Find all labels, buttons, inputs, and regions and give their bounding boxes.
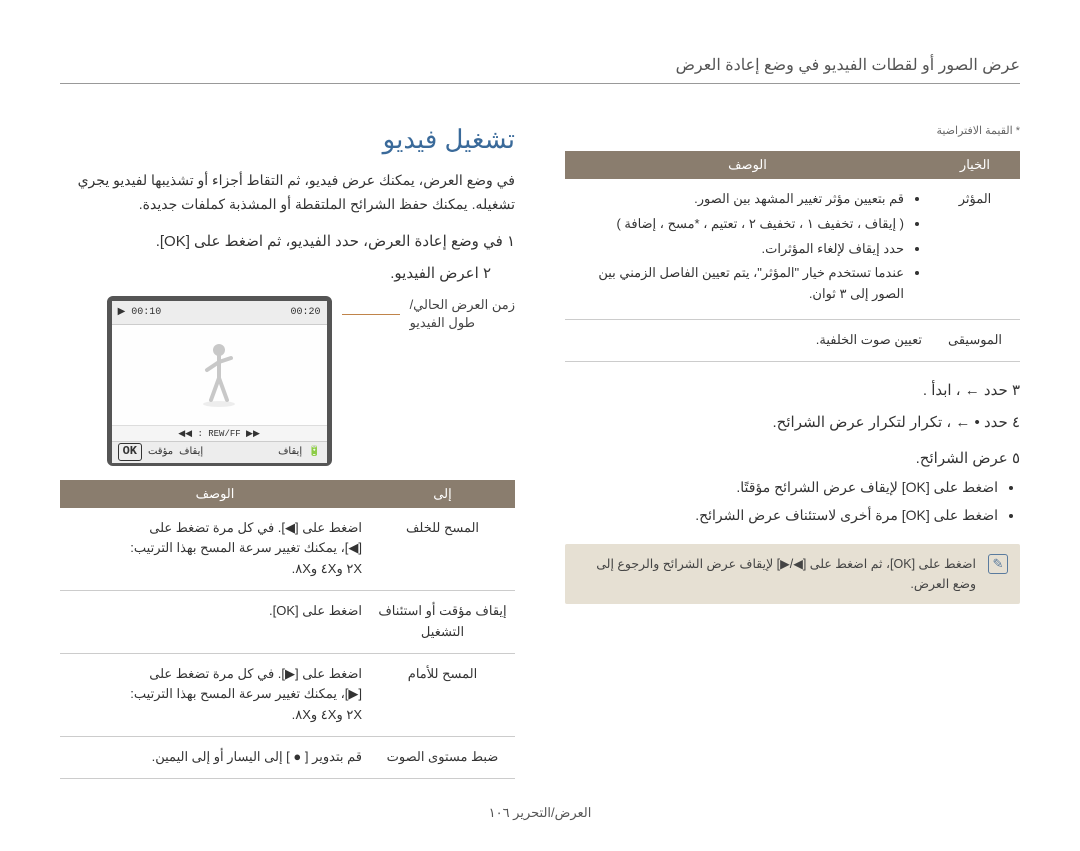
camera-label-1: زمن العرض الحالي/ — [410, 296, 515, 314]
dancer-icon — [199, 340, 239, 410]
ctrl-desc: اضغط على [◀]. في كل مرة تضغط على[◀]، يمك… — [60, 508, 370, 591]
ok-icon: OK — [118, 443, 142, 461]
ctrl-desc: قم بتدوير [ ● ] إلى اليسار أو إلى اليمين… — [60, 736, 370, 778]
ctrl-desc: اضغط على [OK]. — [60, 590, 370, 653]
play-icon: ▶ 00:10 — [118, 306, 162, 318]
opt-key: الموسيقى — [930, 319, 1020, 361]
controls-table: إلى الوصف المسح للخلفاضغط على [◀]. في كل… — [60, 480, 515, 779]
slide-bullet: اضغط على [OK] مرة أخرى لاستئناف عرض الشر… — [565, 503, 998, 528]
pointer-line — [342, 314, 400, 315]
slide-heading: ٥ عرض الشرائح. — [565, 449, 1020, 467]
camera-label-2: طول الفيديو — [410, 314, 475, 332]
step-4: ٤ حدد • ← ، تكرار لتكرار عرض الشرائح. — [565, 412, 1020, 435]
note-icon: ✎ — [988, 554, 1008, 574]
ctrl-key: إيقاف مؤقت أو استئناف التشغيل — [370, 590, 515, 653]
opt-header-desc: الوصف — [565, 151, 930, 179]
ctrl-header-key: إلى — [370, 480, 515, 508]
default-note: * القيمة الافتراضية — [565, 124, 1020, 137]
slide-bullet: اضغط على [OK] لإيقاف عرض الشرائح مؤقتًا. — [565, 475, 998, 500]
page-footer: العرض/التحرير ١٠٦ — [60, 805, 1020, 821]
opt-key: المؤثر — [930, 179, 1020, 319]
right-column: * القيمة الافتراضية الخيار الوصف المؤثرق… — [565, 124, 1020, 779]
opt-header-key: الخيار — [930, 151, 1020, 179]
step-1: ١ في وضع إعادة العرض، حدد الفيديو، ثم اض… — [60, 231, 515, 254]
time-right: 00:20 — [291, 307, 321, 318]
opt-desc: تعيين صوت الخلفية. — [565, 319, 930, 361]
ctrl-header-desc: الوصف — [60, 480, 370, 508]
page-header: عرض الصور أو لقطات الفيديو في وضع إعادة … — [60, 55, 1020, 84]
camera-screen: ▶ 00:10 00:20 ◀◀ : REW/FF ▶▶ OK إيقاف مؤ… — [107, 296, 332, 466]
note-text: اضغط على [OK]، ثم اضغط على [◀/▶] لإيقاف … — [577, 554, 976, 594]
video-title: تشغيل فيديو — [60, 124, 515, 155]
ctrl-key: المسح للأمام — [370, 653, 515, 736]
left-column: تشغيل فيديو في وضع العرض، يمكنك عرض فيدي… — [60, 124, 515, 779]
video-intro: في وضع العرض، يمكنك عرض فيديو، ثم التقاط… — [60, 169, 515, 217]
ctrl-desc: اضغط على [▶]. في كل مرة تضغط على[▶]، يمك… — [60, 653, 370, 736]
camera-preview-row: زمن العرض الحالي/ طول الفيديو ▶ 00:10 00… — [60, 296, 515, 466]
ctrl-key: المسح للخلف — [370, 508, 515, 591]
step-2: ٢ اعرض الفيديو. — [60, 263, 515, 286]
stop-label: إيقاف 🔋 — [278, 446, 321, 458]
opt-desc: قم بتعيين مؤثر تغيير المشهد بين الصور.( … — [565, 179, 930, 319]
slide-bullets: اضغط على [OK] لإيقاف عرض الشرائح مؤقتًا.… — [565, 475, 1020, 528]
note-box: ✎ اضغط على [OK]، ثم اضغط على [◀/▶] لإيقا… — [565, 544, 1020, 604]
step-3: ٣ حدد ← ، ابدأ . — [565, 380, 1020, 403]
rew-ff-bar: ◀◀ : REW/FF ▶▶ — [112, 425, 327, 441]
options-table: الخيار الوصف المؤثرقم بتعيين مؤثر تغيير … — [565, 151, 1020, 362]
ctrl-key: ضبط مستوى الصوت — [370, 736, 515, 778]
